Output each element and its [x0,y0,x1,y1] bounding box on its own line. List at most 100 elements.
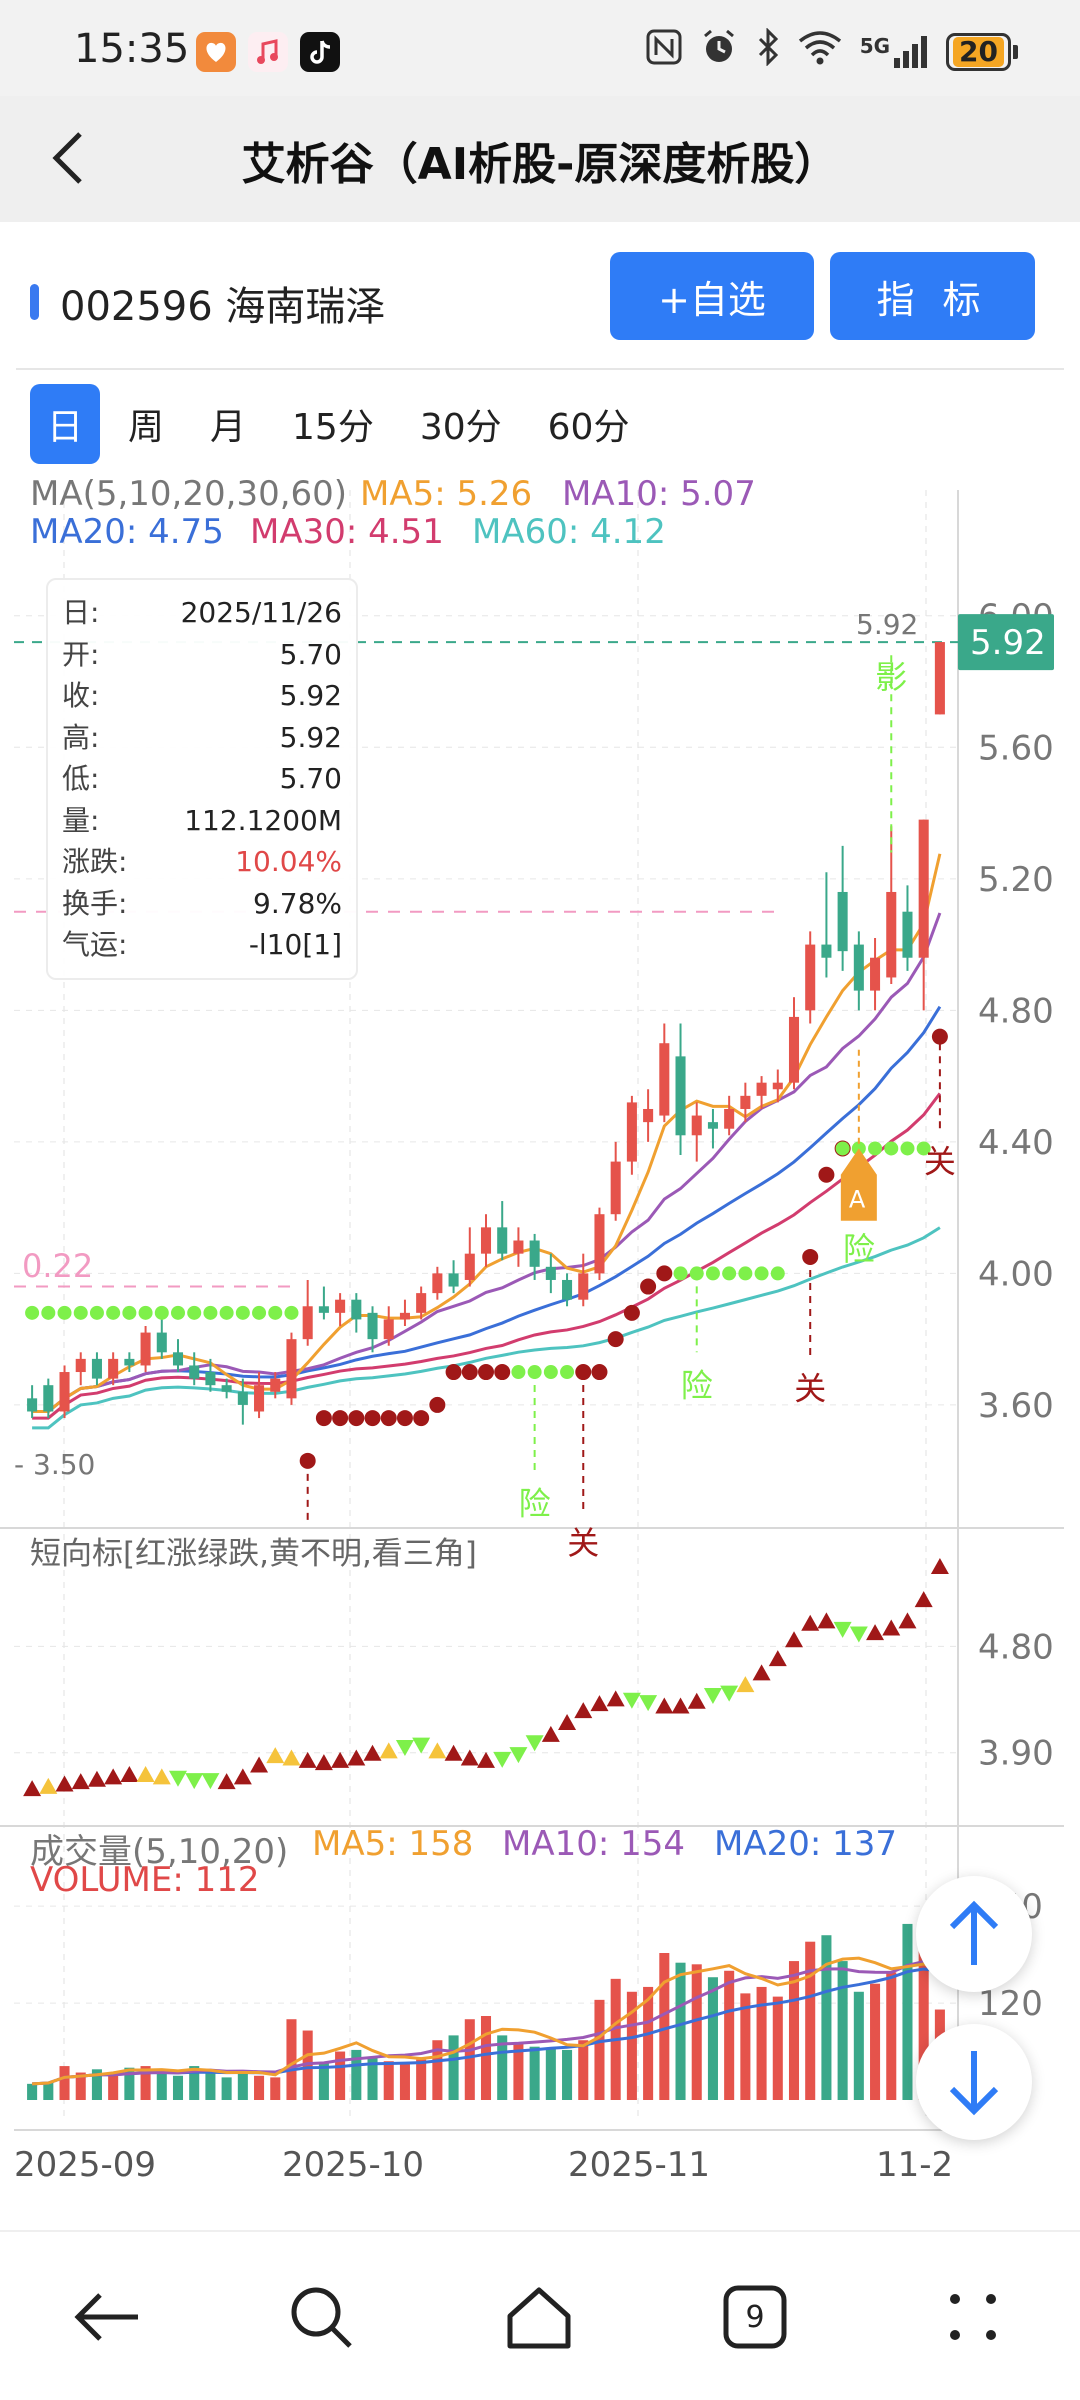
candle-body [724,1108,735,1129]
volume-bar [659,1953,670,2100]
candle-body [237,1391,248,1405]
volume-bar [124,2067,135,2100]
signal-dot-green [219,1305,234,1320]
candle-body [367,1312,378,1340]
ma-legend-title: MA(5,10,20,30,60) [30,474,348,514]
trend-triangle [898,1612,917,1629]
page-title: 艾析谷（AI析股-原深度析股） [241,139,839,190]
signal-dot-green [138,1305,153,1320]
scroll-down-button[interactable] [916,2024,1032,2140]
candle-body [189,1365,200,1379]
signal-dot-green [89,1305,104,1320]
candle-body [610,1161,621,1215]
price-tick-label: 5.20 [978,860,1054,900]
signal-dot-red [931,1028,948,1045]
close-signal-label: 关 [794,1370,826,1408]
period-tabs: 日 周 月 15分 30分 60分 [30,384,657,464]
title-bar: 艾析谷（AI析股-原深度析股） [0,96,1080,222]
trend-triangle [655,1697,674,1714]
signal-dot-green [235,1305,250,1320]
candle-body [91,1358,102,1379]
volume-bar [286,2019,297,2100]
nav-menu-button[interactable] [928,2272,1018,2362]
signal-dot-green [722,1266,737,1281]
volume-bar [464,2019,475,2100]
signal-dot-green [122,1305,137,1320]
volume-bar [416,2059,427,2100]
signal-dot-green [884,1141,899,1156]
tab-15min[interactable]: 15分 [292,407,374,448]
nav-tabs-button[interactable]: 9 [710,2272,800,2362]
candle-body [302,1306,313,1340]
signal-dot-green [916,1141,931,1156]
trend-triangle [444,1744,463,1761]
signal-dot-red [348,1410,365,1427]
candle-body [399,1312,410,1320]
volume-bar [254,2075,265,2100]
signal-dot-green [268,1305,283,1320]
add-watchlist-button[interactable]: +自选 [610,252,814,340]
trend-triangle [55,1775,74,1792]
tab-week[interactable]: 周 [128,407,165,448]
chart-canvas[interactable]: 6.005.605.204.804.404.003.605.925.92- 3.… [0,470,1080,2180]
volume-bar [626,1991,637,2100]
trend-triangle [736,1676,755,1693]
candle-body [837,891,848,952]
volume-bar [675,1962,686,2100]
candle-tooltip: 日: 2025/11/26 开: 5.70 收: 5.92 高: 5.92 低: 5.70… [46,578,358,980]
volume-bar [367,2058,378,2100]
arrow-down-icon [949,2051,999,2116]
candle-body [464,1253,475,1280]
trend-triangle [785,1631,803,1648]
signal-dot-red [494,1364,511,1381]
trend-triangle [460,1749,479,1766]
scroll-up-button[interactable] [916,1876,1032,1992]
price-tick-label: 4.00 [978,1254,1054,1294]
candle-body [205,1372,216,1386]
volume-bar [643,1986,654,2100]
volume-bar [562,2049,573,2100]
trend-triangle [412,1737,431,1754]
signal-dot-green [511,1365,526,1380]
volume-bar [91,2069,102,2100]
tab-day[interactable]: 日 [30,384,100,464]
trend-triangle [509,1747,528,1764]
trend-triangle [720,1685,739,1702]
candle-body [172,1352,184,1366]
candle-body [351,1299,362,1320]
signal-dot-green [705,1266,720,1281]
candle-body [740,1095,751,1109]
signal-dot-green [73,1305,88,1320]
trend-triangle [752,1664,771,1681]
trend-triangle [817,1612,836,1629]
tab-60min[interactable]: 60分 [547,407,630,448]
volume-bar [432,2040,443,2100]
volume-bar [578,2040,589,2100]
trend-triangle [71,1773,90,1790]
candle-body [643,1108,654,1123]
volume-bar [805,1941,816,2100]
candle-body [254,1385,265,1412]
volume-ma10-legend: MA10: 154 [502,1824,686,1864]
tab-30min[interactable]: 30分 [419,407,502,448]
back-button[interactable] [28,118,108,198]
volume-bar [351,2049,362,2100]
volume-bar [156,2070,167,2100]
trend-triangle [395,1740,414,1756]
ma60-line [32,1226,941,1430]
indicator-button[interactable]: 指 标 [830,252,1035,340]
volume-bar [172,2075,184,2100]
signal-dot-red [461,1364,478,1381]
nav-back-button[interactable] [62,2272,152,2362]
nav-search-button[interactable] [276,2272,366,2362]
signal-dot-red [299,1452,316,1469]
stock-chart[interactable]: 6.005.605.204.804.404.003.605.925.92- 3.… [0,470,1080,2180]
nav-home-button[interactable] [494,2272,584,2362]
tab-month[interactable]: 月 [210,407,247,448]
volume-bar [237,2070,248,2100]
volume-bar [108,2074,119,2100]
tooltip-row-date: 日: 2025/11/26 [62,596,342,629]
signal-dot-red [364,1410,381,1427]
signal-dot-red [315,1410,332,1427]
ma60-legend: MA60: 4.12 [472,512,666,552]
